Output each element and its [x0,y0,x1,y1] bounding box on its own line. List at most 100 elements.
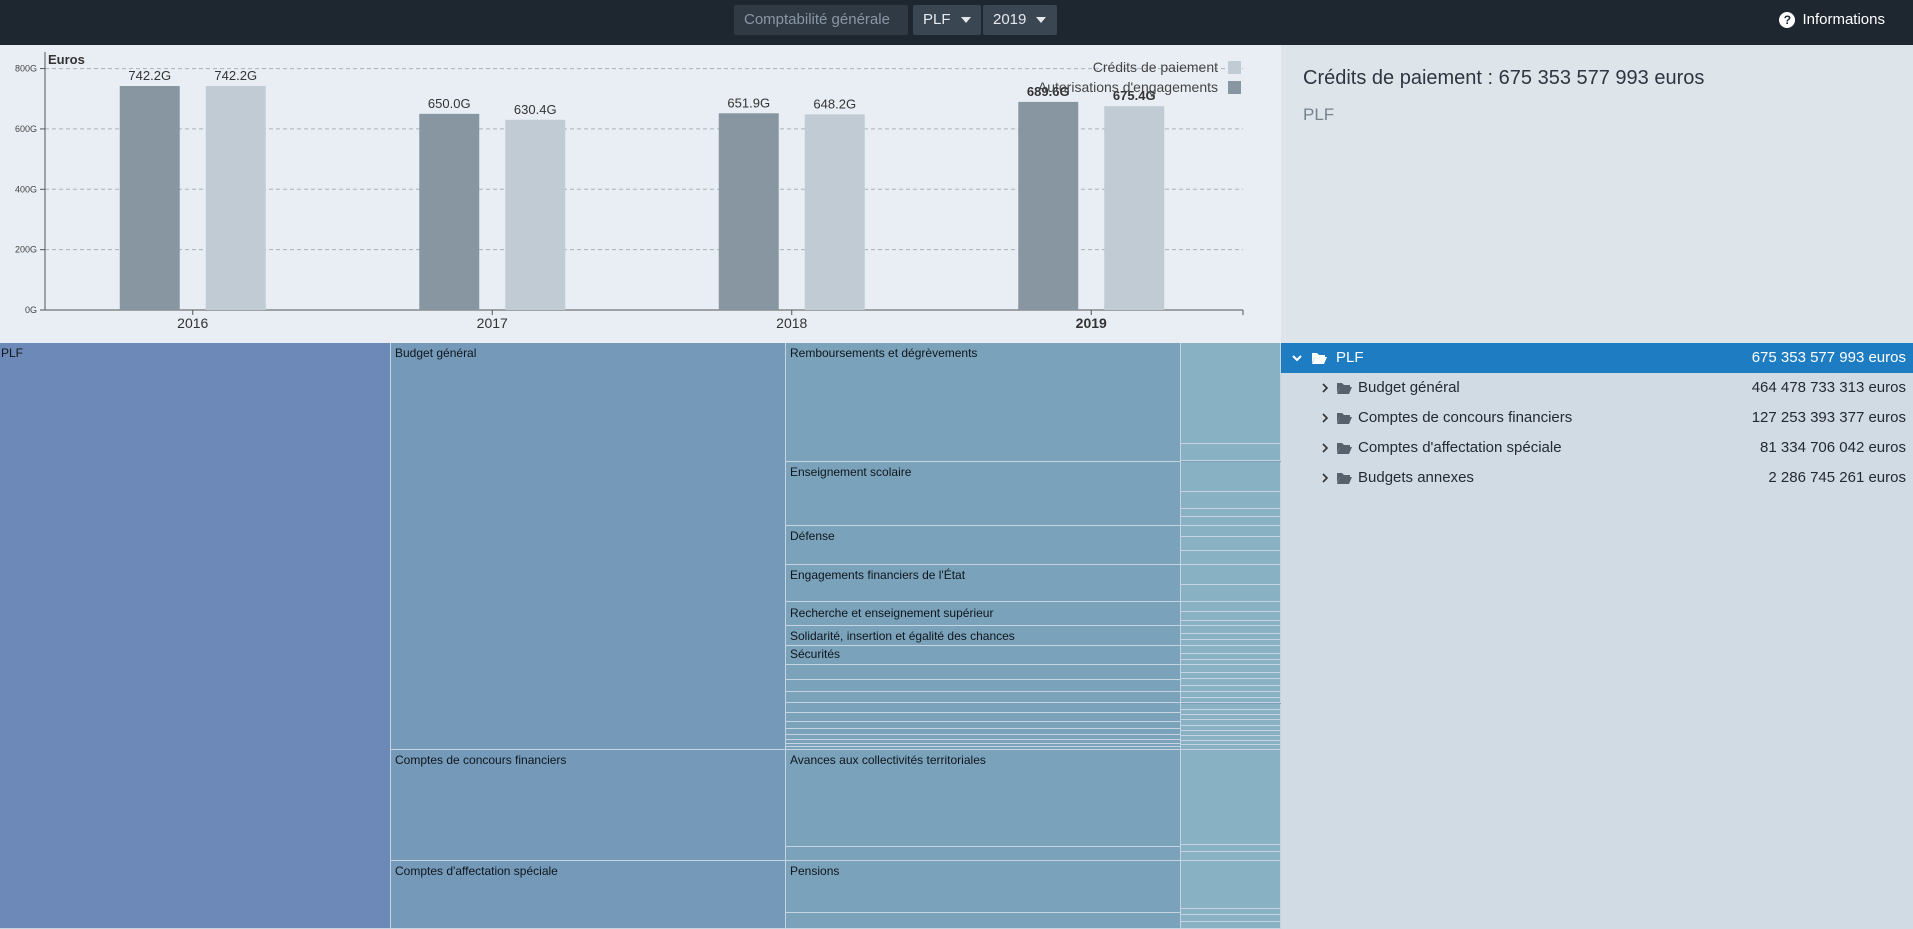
accounting-dropdown[interactable]: Comptabilité générale [734,5,908,54]
treemap-cell-small[interactable] [1181,692,1281,698]
treemap-cell-small[interactable] [1181,704,1281,710]
folder-open-icon [1337,443,1352,454]
tree-row-name: PLF [1336,349,1364,366]
treemap-cell-mission[interactable] [786,913,1181,929]
treemap-cell-small[interactable] [1181,736,1281,741]
treemap-label: Solidarité, insertion et égalité des cha… [790,629,1015,643]
treemap-cell-small[interactable] [1181,551,1281,565]
tree-row-value: 127 253 393 377 euros [1751,409,1906,426]
treemap-cell-small[interactable] [1181,640,1281,646]
bar [419,113,480,310]
tree-row-plf[interactable]: PLF 675 353 577 993 euros [1281,343,1913,373]
treemap-cell-mission[interactable]: Avances aux collectivités territoriales [786,750,1181,847]
bar-data-label: 689.6G [1027,84,1070,99]
treemap-cell-small[interactable] [786,744,1181,747]
treemap-cell-small[interactable] [1181,922,1281,929]
treemap-cell-small[interactable] [1181,509,1281,517]
treemap-cell-small[interactable] [1181,517,1281,526]
treemap-cell-mission[interactable]: Solidarité, insertion et égalité des cha… [786,626,1181,646]
chevron-right-icon[interactable] [1319,412,1331,424]
treemap-cell-small[interactable] [1181,646,1281,654]
treemap-cell-small[interactable] [1181,665,1281,673]
tree-row-comptes-concours[interactable]: Comptes de concours financiers 127 253 3… [1281,403,1913,433]
treemap-cell-small[interactable] [1181,710,1281,715]
treemap-cell-small[interactable] [786,692,1181,703]
treemap-cell-small[interactable] [786,747,1181,750]
treemap: PLF Budget général Comptes de concours f… [0,343,1281,929]
treemap-cell-mission[interactable]: Défense [786,526,1181,565]
treemap-cell-small[interactable] [786,703,1181,713]
informations-link[interactable]: ? Informations [1779,11,1885,28]
treemap-cell-small[interactable] [786,665,1181,680]
treemap-cell-small[interactable] [1181,741,1281,745]
treemap-cell-mission[interactable]: Engagements financiers de l'État [786,565,1181,602]
treemap-cell-small[interactable] [786,680,1181,692]
chevron-right-icon[interactable] [1319,442,1331,454]
treemap-cell-small[interactable] [1181,654,1281,660]
treemap-cell-comptes-concours[interactable]: Comptes de concours financiers [391,750,786,861]
treemap-label: Enseignement scolaire [790,465,912,479]
treemap-cell-mission[interactable]: Enseignement scolaire [786,462,1181,526]
treemap-cell-small[interactable] [1181,845,1281,852]
treemap-cell-small[interactable] [1181,462,1281,492]
treemap-cell-small[interactable] [1181,852,1281,861]
top-bar: Comptabilité générale PLF 2019 ? Informa… [0,0,1913,54]
treemap-cell-small[interactable] [1181,679,1281,686]
treemap-cell-small[interactable] [1181,686,1281,692]
chevron-down-icon[interactable] [1291,352,1303,364]
treemap-cell-small[interactable] [1181,750,1281,845]
budget-dropdown[interactable]: PLF [913,5,981,35]
treemap-label: Engagements financiers de l'État [790,568,966,582]
treemap-cell-comptes-affectation[interactable]: Comptes d'affectation spéciale [391,861,786,929]
tree-row-name: Budgets annexes [1358,469,1474,486]
treemap-cell-small[interactable] [1181,343,1281,444]
treemap-cell-mission[interactable] [786,847,1181,861]
treemap-cell-small[interactable] [1181,602,1281,612]
bar [1018,101,1079,310]
treemap-cell-small[interactable] [1181,565,1281,585]
treemap-cell-small[interactable] [1181,526,1281,537]
tree-row-budgets-annexes[interactable]: Budgets annexes 2 286 745 261 euros [1281,463,1913,493]
treemap-cell-mission[interactable]: Sécurités [786,646,1181,665]
treemap-cell-mission[interactable]: Remboursements et dégrèvements [786,343,1181,462]
legend-label: Crédits de paiement [1093,59,1218,75]
treemap-cell-small[interactable] [1181,634,1281,640]
treemap-cell-small[interactable] [1181,673,1281,679]
treemap-cell-small[interactable] [1181,731,1281,736]
treemap-cell-small[interactable] [1181,492,1281,509]
treemap-cell-small[interactable] [1181,660,1281,665]
treemap-cell-small[interactable] [1181,745,1281,750]
treemap-cell-small[interactable] [1181,861,1281,909]
tree-row-name: Comptes d'affectation spéciale [1358,439,1562,456]
chevron-right-icon[interactable] [1319,382,1331,394]
treemap-cell-small[interactable] [1181,537,1281,551]
treemap-cell-small[interactable] [786,713,1181,722]
treemap-cell-small[interactable] [786,722,1181,729]
treemap-cell-small[interactable] [786,740,1181,744]
treemap-cell-small[interactable] [1181,612,1281,621]
treemap-cell-small[interactable] [1181,726,1281,731]
treemap-cell-small[interactable] [1181,720,1281,726]
tree-row-comptes-affectation[interactable]: Comptes d'affectation spéciale 81 334 70… [1281,433,1913,463]
treemap-cell-small[interactable] [1181,585,1281,602]
year-dropdown[interactable]: 2019 [983,5,1057,35]
bar-data-label: 651.9G [727,95,770,110]
budget-dropdown-label: PLF [923,11,951,28]
treemap-label: Sécurités [790,647,841,661]
treemap-cell-small[interactable] [1181,915,1281,922]
treemap-cell-plf[interactable]: PLF [0,343,391,929]
treemap-cell-small[interactable] [1181,626,1281,634]
treemap-cell-small[interactable] [1181,715,1281,720]
treemap-cell-mission[interactable]: Recherche et enseignement supérieur [786,602,1181,626]
treemap-cell-small[interactable] [1181,444,1281,461]
treemap-label: Comptes de concours financiers [395,753,567,767]
treemap-cell-small[interactable] [1181,698,1281,703]
tree-row-budget-general[interactable]: Budget général 464 478 733 313 euros [1281,373,1913,403]
treemap-cell-mission[interactable]: Pensions [786,861,1181,913]
treemap-cell-small[interactable] [1181,909,1281,915]
chevron-right-icon[interactable] [1319,472,1331,484]
treemap-cell-small[interactable] [1181,621,1281,626]
treemap-cell-small[interactable] [786,729,1181,735]
treemap-cell-small[interactable] [786,735,1181,740]
treemap-cell-budget-general[interactable]: Budget général [391,343,786,750]
